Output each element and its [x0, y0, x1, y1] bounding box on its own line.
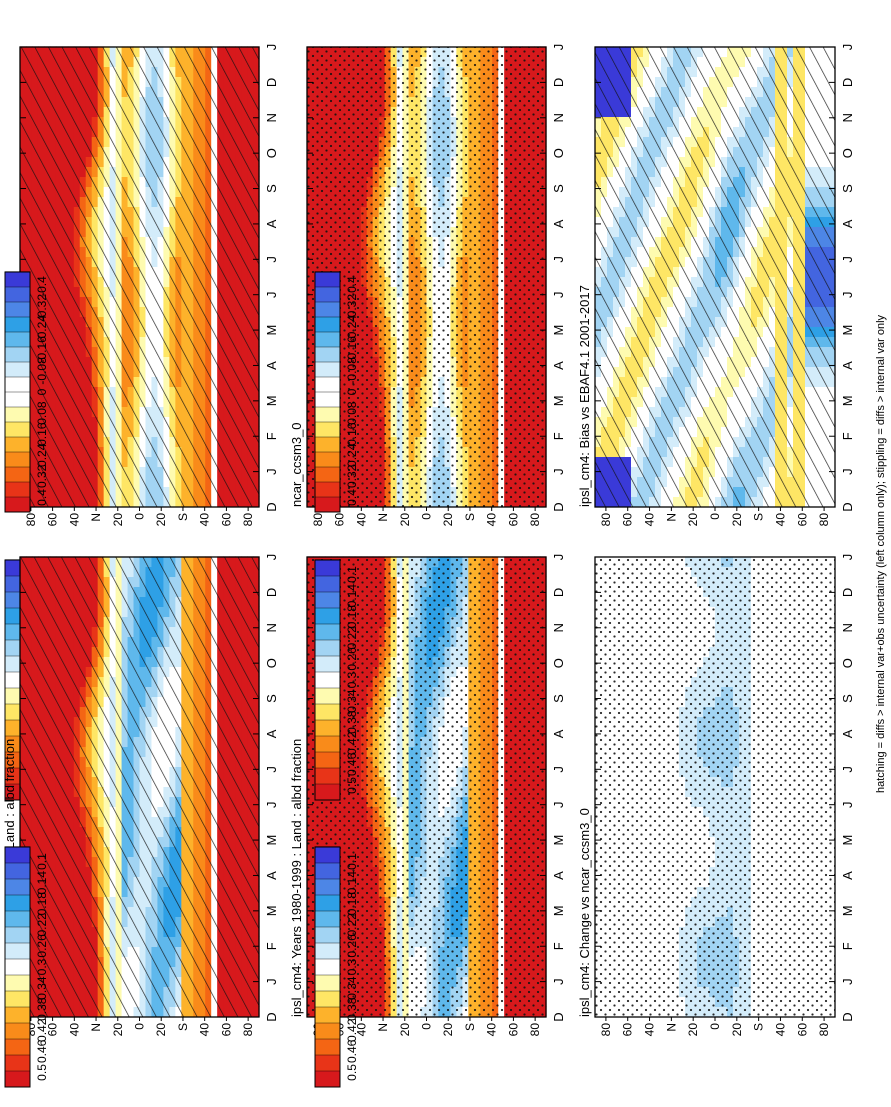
month-label: A	[551, 729, 566, 738]
month-label: J	[551, 978, 566, 985]
rotated-figure: D J F M A M J J A S O N D J 80 60 40 N 20 0 20 S 40 60 80 ipsl_cm…	[2, 44, 887, 1088]
colorbar-swatch	[4, 1038, 31, 1056]
lat-label: 0	[420, 1023, 434, 1030]
lat-label: S	[463, 1023, 477, 1031]
lat-label: 20	[111, 1023, 125, 1037]
lat-label: 20	[154, 1023, 168, 1037]
month-label: J	[551, 801, 566, 808]
month-label: F	[264, 942, 279, 950]
colorbar-swatch	[4, 974, 31, 992]
colorbar-swatch	[4, 846, 31, 864]
month-label: J	[551, 554, 566, 561]
colorbar-swatch	[4, 958, 31, 976]
lat-label: 20	[398, 1023, 412, 1037]
lat-label: 80	[241, 1023, 255, 1037]
colorbar-swatch	[4, 894, 31, 912]
month-label: N	[551, 623, 566, 632]
lat-label: N	[89, 1023, 103, 1032]
month-label: J	[264, 978, 279, 985]
month-label: S	[551, 694, 566, 703]
lat-label: 60	[506, 1023, 520, 1037]
colorbar-swatch	[4, 1022, 31, 1040]
colorbar-swatch	[4, 926, 31, 944]
month-label: M	[264, 835, 279, 846]
month-label: F	[551, 942, 566, 950]
month-label: D	[264, 1012, 279, 1021]
colorbar-swatch	[4, 878, 31, 896]
month-label: M	[551, 905, 566, 916]
lat-label: 20	[441, 1023, 455, 1037]
significance-overlay	[20, 557, 259, 1017]
month-label: O	[551, 658, 566, 668]
colorbar-label: 0.3	[35, 958, 49, 975]
month-label: O	[264, 658, 279, 668]
significance-overlay	[307, 557, 546, 1017]
month-label: A	[551, 871, 566, 880]
colorbar-label: 0.5	[35, 1064, 49, 1081]
colorbar-swatch	[4, 910, 31, 928]
panel-title-1: ipsl_cm4: Years 1980-1999 : Land : albd …	[289, 739, 304, 1017]
lat-label: 60	[219, 1023, 233, 1037]
month-label: J	[264, 766, 279, 773]
month-label: A	[264, 729, 279, 738]
colorbar-swatch	[4, 942, 31, 960]
lat-label: 80	[528, 1023, 542, 1037]
colorbar-swatch	[4, 862, 31, 880]
month-label: J	[264, 801, 279, 808]
month-label: N	[264, 623, 279, 632]
colorbar-2: 0.50.460.420.380.340.30.260.220.180.140.…	[4, 846, 49, 1088]
month-label: M	[551, 835, 566, 846]
colorbar-swatch	[4, 1054, 31, 1072]
colorbar-swatch	[4, 1070, 31, 1088]
colorbar-label: 0.34	[35, 976, 49, 1000]
month-label: M	[264, 905, 279, 916]
month-label: J	[551, 766, 566, 773]
month-label: D	[264, 588, 279, 597]
colorbar-swatch	[4, 990, 31, 1008]
colorbar-label: 0.1	[35, 853, 49, 870]
month-label: D	[551, 1012, 566, 1021]
colorbar-label: 0.14	[35, 871, 49, 895]
month-label: A	[264, 871, 279, 880]
lat-label: 40	[485, 1023, 499, 1037]
lat-label: N	[376, 1023, 390, 1032]
lat-label: 40	[67, 1023, 81, 1037]
lat-label: S	[176, 1023, 190, 1031]
lat-label: 40	[198, 1023, 212, 1037]
month-label: S	[264, 694, 279, 703]
colorbar-swatch	[4, 1006, 31, 1024]
month-label: J	[264, 554, 279, 561]
lat-label: 0	[133, 1023, 147, 1030]
month-label: D	[551, 588, 566, 597]
